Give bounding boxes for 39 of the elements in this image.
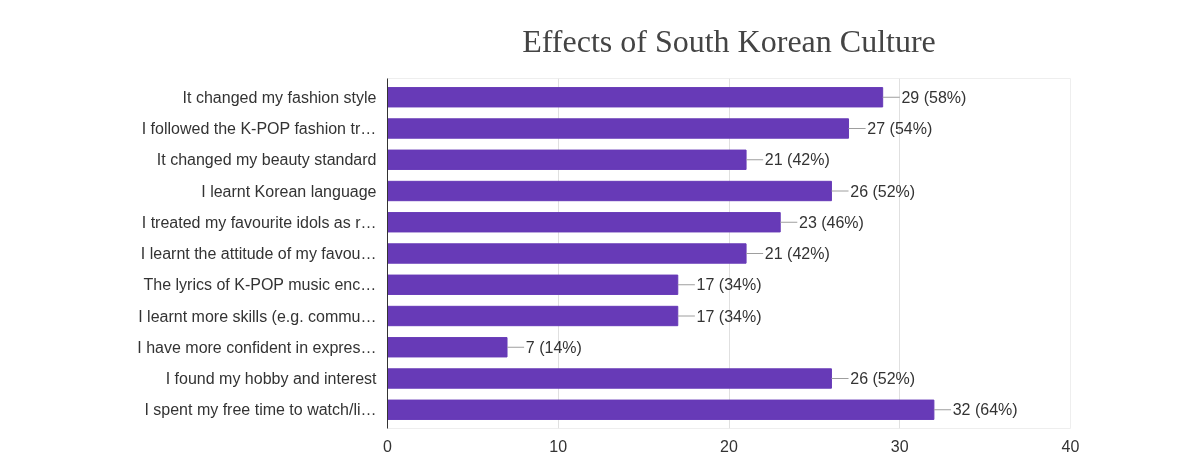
bar [387, 337, 508, 358]
bar [387, 399, 935, 420]
y-tick-label: I learnt Korean language [201, 182, 377, 200]
y-tick-label: I treated my favourite idols as r… [141, 213, 377, 231]
data-label: 32 (64%) [952, 401, 1018, 419]
data-label: 17 (34%) [696, 276, 762, 294]
bar [387, 243, 747, 264]
data-label: 26 (52%) [850, 370, 916, 387]
x-tick-label: 20 [720, 437, 738, 455]
data-label: 29 (58%) [901, 88, 967, 106]
bar [387, 212, 781, 233]
bar [387, 368, 832, 389]
data-label: 21 (42%) [764, 245, 830, 262]
y-tick-label: I spent my free time to watch/li… [144, 401, 377, 419]
bar [387, 274, 679, 295]
x-tick-label: 40 [1061, 437, 1080, 455]
y-tick-label: It changed my fashion style [182, 88, 377, 106]
y-tick-label: The lyrics of K-POP music enc… [143, 276, 377, 294]
bar [387, 149, 747, 170]
data-label: 27 (54%) [867, 120, 933, 137]
y-tick-label: I followed the K-POP fashion tr… [141, 120, 377, 137]
data-label: 26 (52%) [850, 182, 916, 200]
x-tick-label: 30 [890, 437, 909, 455]
data-label: 21 (42%) [764, 151, 830, 169]
bar [387, 87, 884, 108]
y-tick-label: I have more confident in expres… [137, 338, 377, 356]
data-label: 17 (34%) [696, 307, 762, 325]
data-label: 7 (14%) [525, 338, 582, 356]
x-tick-label: 0 [383, 437, 393, 455]
y-tick-label: It changed my beauty standard [156, 151, 377, 169]
y-tick-label: I learnt more skills (e.g. commu… [138, 307, 377, 325]
bar [387, 305, 679, 327]
y-tick-label: I found my hobby and interest [165, 370, 378, 387]
chart-title: Effects of South Korean Culture [522, 22, 936, 59]
bar [387, 118, 850, 139]
y-tick-label: I learnt the attitude of my favou… [140, 245, 377, 262]
data-label: 23 (46%) [799, 213, 864, 231]
x-tick-label: 10 [549, 437, 568, 455]
bar [387, 180, 832, 202]
